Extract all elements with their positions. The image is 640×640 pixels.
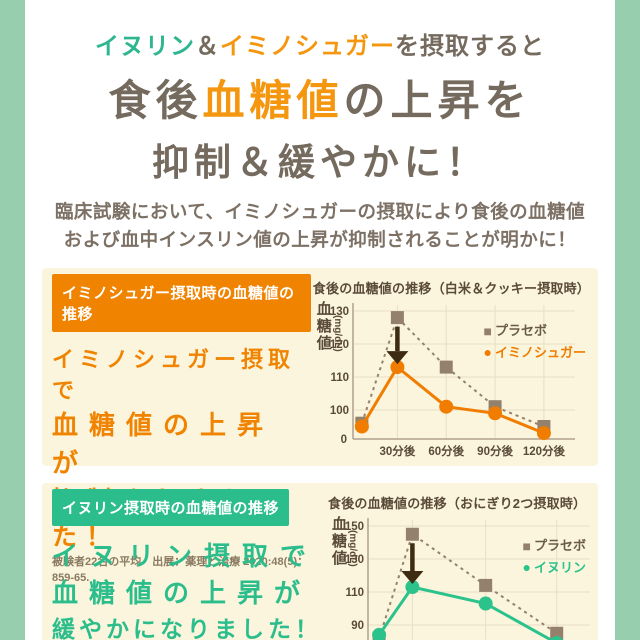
headline-block: イヌリン＆イミノシュガーを摂取すると 食後血糖値の上昇を 抑制＆緩やかに！ 臨床… <box>25 0 615 254</box>
svg-text:110: 110 <box>330 372 349 384</box>
legend-placebo-label: プラセボ <box>494 323 547 339</box>
subheadline-line2: および血中インスリン値の上昇が抑制されることが明かに！ <box>63 228 577 250</box>
blood-sugar-word: 血糖値 <box>202 77 344 124</box>
blood-glucose-chart-2: 15013011090030分後60分後120分後 血糖値 (mg/dL) ■ … <box>328 514 590 640</box>
chart-plot-area: 15013011090030分後60分後120分後 <box>328 514 596 640</box>
headline-line2-gray2: の上昇を <box>343 77 532 124</box>
svg-text:0: 0 <box>340 434 346 446</box>
iminosugar-chart-block: 食後の血糖値の推移（白米＆クッキー摂取時） 130 120 110 100 0 30分後 6… <box>311 274 590 458</box>
placebo-square-icon: ■ <box>522 537 531 554</box>
legend-iminosugar: ● イミノシュガー <box>484 342 586 364</box>
svg-text:110: 110 <box>345 587 364 599</box>
chart-legend: ■ プラセボ ● イミノシュガー <box>484 321 586 364</box>
message-line: イミノシュガー摂取で <box>52 346 296 404</box>
legend-placebo: ■ プラセボ <box>523 536 586 558</box>
headline-line1-rest: を摂取すると <box>395 33 545 60</box>
iminosugar-circle-icon: ● <box>483 344 492 361</box>
svg-text:120分後: 120分後 <box>523 444 566 458</box>
message-line: 血糖値の上昇が <box>52 578 312 609</box>
svg-text:60分後: 60分後 <box>428 444 464 458</box>
iminosugar-word: イミノシュガー <box>220 33 395 60</box>
inulin-chart-block: 食後の血糖値の推移（おにぎり2つ摂取時） 15013011090030分後60分… <box>326 489 590 640</box>
svg-text:90分後: 90分後 <box>477 444 513 458</box>
legend-placebo-label: プラセボ <box>533 538 586 554</box>
legend-iminosugar-label: イミノシュガー <box>494 344 586 360</box>
iminosugar-panel-left: イミノシュガー摂取時の血糖値の推移 イミノシュガー摂取で 血糖値の上昇が 抑制さ… <box>50 273 311 584</box>
legend-inulin-label: イヌリン <box>533 559 586 575</box>
y-axis-unit: (mg/dL) <box>331 314 343 352</box>
content-area: イヌリン＆イミノシュガーを摂取すると 食後血糖値の上昇を 抑制＆緩やかに！ 臨床… <box>25 0 615 640</box>
svg-text:90: 90 <box>351 620 364 632</box>
svg-text:130: 130 <box>345 554 364 566</box>
headline-line3: 抑制＆緩やかに！ <box>152 142 488 183</box>
inulin-panel-badge: イヌリン摂取時の血糖値の推移 <box>52 488 290 526</box>
message-line: イヌリン摂取で <box>52 540 319 571</box>
amp-word: ＆ <box>195 33 220 60</box>
inulin-circle-icon: ● <box>522 559 531 576</box>
iminosugar-panel: イミノシュガー摂取時の血糖値の推移 イミノシュガー摂取で 血糖値の上昇が 抑制さ… <box>42 267 598 584</box>
iminosugar-panel-badge: イミノシュガー摂取時の血糖値の推移 <box>52 273 311 332</box>
headline-line2-gray1: 食後 <box>108 77 203 124</box>
message-line: 血糖値の上昇が <box>52 410 275 478</box>
headline-line2: 食後血糖値の上昇を <box>25 67 615 128</box>
y-axis-label: 血糖値 (mg/dL) <box>328 516 358 567</box>
chart-title: 食後の血糖値の推移（白米＆クッキー摂取時） <box>312 280 590 296</box>
blood-glucose-chart-1: 130 120 110 100 0 30分後 60分後 90分後 120分後 血糖値 (mg/d… <box>313 299 590 467</box>
footnote-line: 被験者22名の平均 出展：薬理と治療 2020:48(5)： 859-65. <box>52 556 309 585</box>
inulin-panel-message: イヌリン摂取で 血糖値の上昇が 緩やかになりました！ <box>52 538 326 640</box>
y-axis-unit: (mg/dL) <box>347 529 358 567</box>
y-axis-label-text: 血糖値 <box>314 300 332 352</box>
chart-title: 食後の血糖値の推移（おにぎり2つ摂取時） <box>328 495 587 511</box>
legend-placebo: ■ プラセボ <box>484 321 586 343</box>
y-axis-label: 血糖値 (mg/dL) <box>313 301 343 352</box>
svg-text:120: 120 <box>330 339 349 351</box>
inulin-panel: イヌリン摂取時の血糖値の推移 イヌリン摂取で 血糖値の上昇が 緩やかになりました… <box>42 482 598 640</box>
y-axis-label-text: 血糖値 <box>330 515 347 567</box>
svg-text:30分後: 30分後 <box>379 444 415 458</box>
placebo-square-icon: ■ <box>483 322 492 339</box>
svg-text:150: 150 <box>345 521 364 533</box>
svg-text:130: 130 <box>330 306 349 318</box>
inulin-word: イヌリン <box>95 33 195 60</box>
legend-inulin: ● イヌリン <box>523 557 586 579</box>
subheadline-line1: 臨床試験において、イミノシュガーの摂取により食後の血糖値 <box>54 201 586 222</box>
iminosugar-panel-footnote: 被験者22名の平均 出展：薬理と治療 2020:48(5)： 859-65. <box>52 555 311 587</box>
chart-plot-area: 130 120 110 100 0 30分後 60分後 90分後 120分後 <box>313 299 581 472</box>
subheadline: 臨床試験において、イミノシュガーの摂取により食後の血糖値 および血中インスリン値… <box>25 198 615 254</box>
inulin-panel-left: イヌリン摂取時の血糖値の推移 イヌリン摂取で 血糖値の上昇が 緩やかになりました… <box>50 488 326 640</box>
chart-legend: ■ プラセボ ● イヌリン <box>523 536 586 579</box>
svg-text:100: 100 <box>330 405 349 417</box>
message-line: 緩やかになりました！ <box>52 615 322 640</box>
headline-line1: イヌリン＆イミノシュガーを摂取すると <box>25 26 615 61</box>
